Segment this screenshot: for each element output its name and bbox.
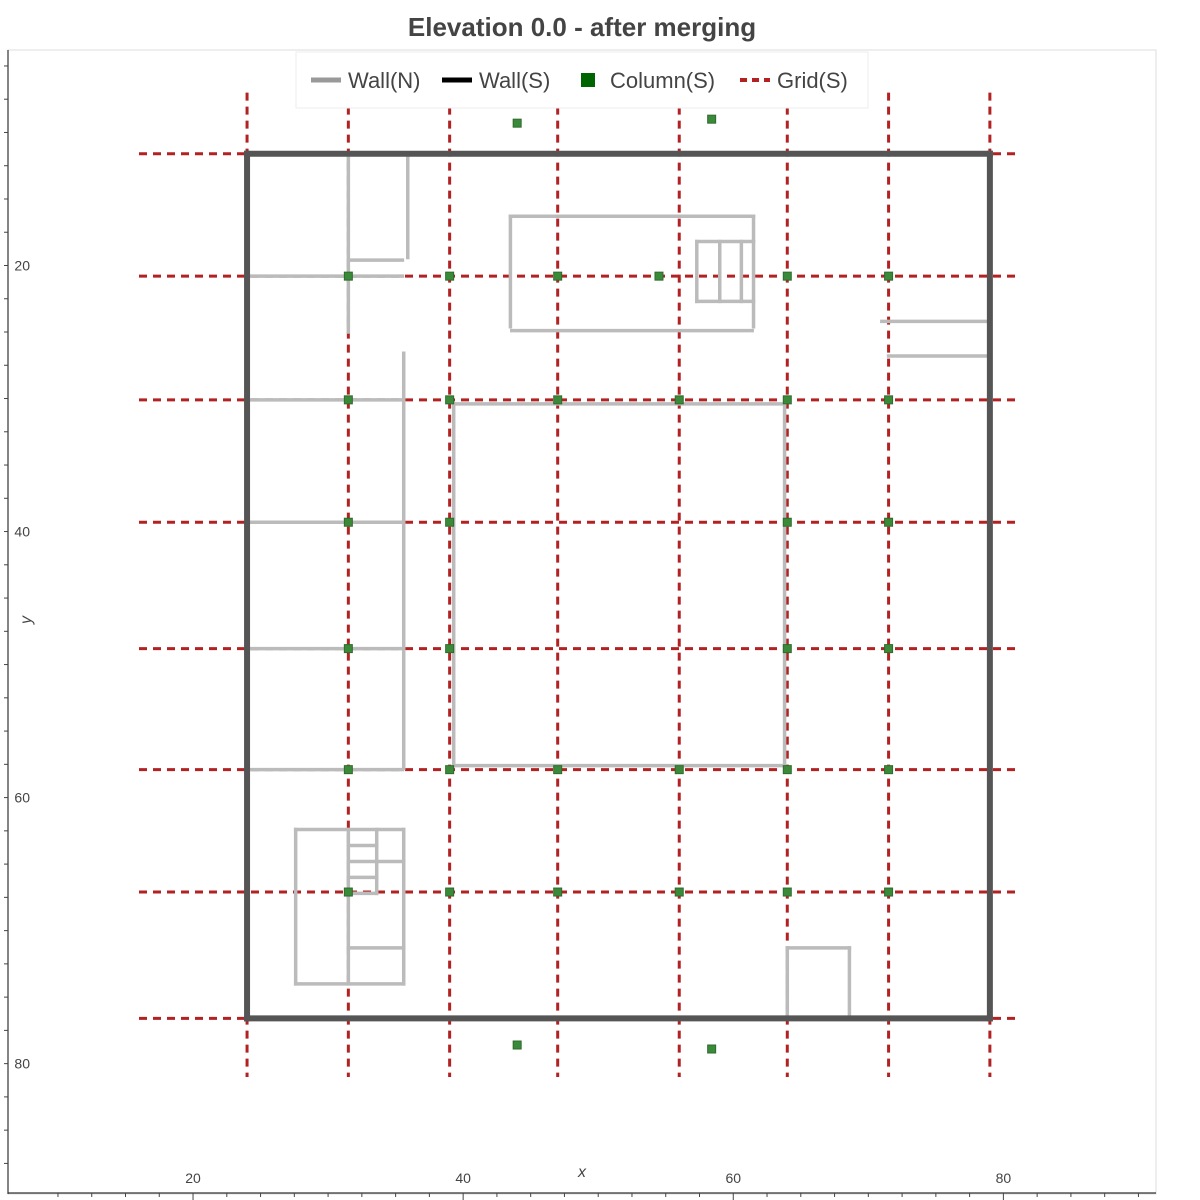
column-marker xyxy=(707,1044,717,1054)
chart-title: Elevation 0.0 - after merging xyxy=(408,12,756,42)
column-marker xyxy=(674,395,684,405)
column-marker xyxy=(445,395,455,405)
column-marker xyxy=(512,1040,522,1050)
column-marker xyxy=(782,765,792,775)
grid-lines xyxy=(139,92,1017,1077)
wall-s-series xyxy=(244,150,993,1022)
column-marker xyxy=(884,644,894,654)
x-tick-label: 40 xyxy=(455,1170,471,1186)
y-tick-label: 60 xyxy=(14,790,30,806)
column-marker xyxy=(707,114,717,124)
x-tick-label: 80 xyxy=(996,1170,1012,1186)
column-marker xyxy=(343,765,353,775)
column-marker xyxy=(343,644,353,654)
column-marker xyxy=(343,395,353,405)
column-marker xyxy=(884,517,894,527)
column-marker xyxy=(782,271,792,281)
column-marker xyxy=(343,887,353,897)
column-marker xyxy=(674,765,684,775)
column-marker xyxy=(445,887,455,897)
legend-label: Grid(S) xyxy=(777,68,848,93)
column-marker xyxy=(553,765,563,775)
column-marker xyxy=(445,644,455,654)
column-marker xyxy=(553,271,563,281)
column-marker xyxy=(445,517,455,527)
column-marker xyxy=(445,765,455,775)
legend: Wall(N) Wall(S) Column(S) Grid(S) xyxy=(295,51,869,109)
column-marker xyxy=(343,517,353,527)
column-marker xyxy=(553,887,563,897)
x-tick-label: 60 xyxy=(725,1170,741,1186)
y-axis-label: y xyxy=(18,615,35,625)
x-axis-label: x xyxy=(577,1164,587,1181)
column-marker xyxy=(782,517,792,527)
column-marker xyxy=(512,118,522,128)
y-tick-label: 80 xyxy=(14,1056,30,1072)
legend-label: Column(S) xyxy=(610,68,715,93)
column-marker xyxy=(553,395,563,405)
column-marker xyxy=(782,887,792,897)
axis-ticks: 20 40 60 80 20 40 60 80 xyxy=(4,65,1139,1200)
column-marker xyxy=(343,271,353,281)
legend-label: Wall(S) xyxy=(479,68,550,93)
column-marker xyxy=(884,271,894,281)
legend-label: Wall(N) xyxy=(348,68,421,93)
column-marker xyxy=(782,644,792,654)
column-marker xyxy=(884,395,894,405)
column-marker xyxy=(445,271,455,281)
wall-n-series xyxy=(245,152,992,1021)
column-series xyxy=(343,114,894,1054)
y-tick-label: 20 xyxy=(14,257,30,273)
column-marker xyxy=(674,887,684,897)
column-marker xyxy=(782,395,792,405)
x-tick-label: 20 xyxy=(185,1170,201,1186)
column-marker xyxy=(884,765,894,775)
y-tick-label: 40 xyxy=(14,524,30,540)
column-marker xyxy=(884,887,894,897)
legend-square-swatch xyxy=(581,73,595,87)
column-marker xyxy=(654,271,664,281)
plot-frame xyxy=(7,49,1157,1195)
